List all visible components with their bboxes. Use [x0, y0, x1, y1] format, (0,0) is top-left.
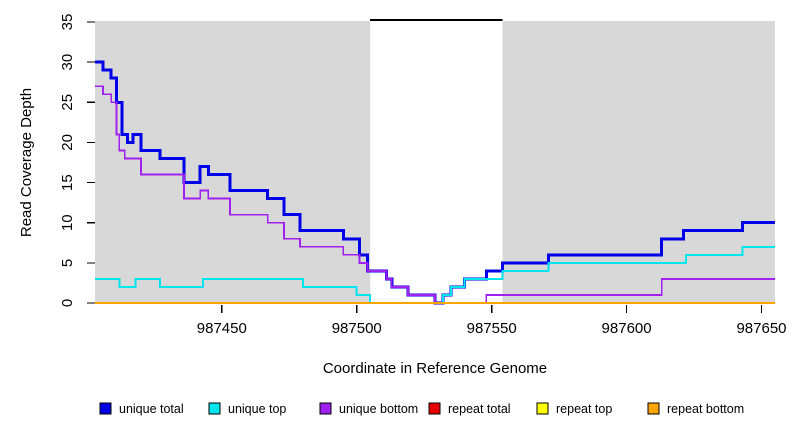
y-tick-label: 30	[59, 54, 76, 71]
legend-item: repeat total	[428, 402, 511, 416]
legend-swatch-repeat-top	[536, 402, 549, 415]
x-tick-label: 987550	[467, 320, 517, 337]
legend-label: unique total	[119, 402, 184, 416]
legend: unique total unique top unique bottom repea…	[99, 402, 744, 416]
legend-swatch-repeat-total	[428, 402, 441, 415]
mappable-regions	[95, 21, 775, 304]
legend-label: unique bottom	[339, 402, 418, 416]
y-tick-label: 35	[59, 14, 76, 31]
x-tick-label: 987500	[332, 320, 382, 337]
y-tick-label: 0	[59, 299, 76, 307]
legend-swatch-unique-total	[99, 402, 112, 415]
y-axis-title: Read Coverage Depth	[18, 88, 35, 237]
y-tick-label: 25	[59, 94, 76, 111]
series-unique-total	[95, 60, 775, 305]
mappable-region	[95, 21, 371, 304]
legend-swatch-unique-top	[208, 402, 221, 415]
legend-swatch-unique-bottom	[319, 402, 332, 415]
legend-swatch-repeat-bottom	[647, 402, 660, 415]
series-unique-bottom	[95, 85, 775, 304]
x-tick-label: 987650	[736, 320, 786, 337]
x-axis: 987450 987500 987550 987600 987650	[197, 305, 787, 337]
legend-item: unique total	[99, 402, 184, 416]
y-tick-label: 5	[59, 259, 76, 267]
legend-item: unique bottom	[319, 402, 418, 416]
legend-item: repeat bottom	[647, 402, 744, 416]
x-axis-title: Coordinate in Reference Genome	[323, 360, 547, 377]
legend-label: unique top	[228, 402, 286, 416]
legend-label: repeat bottom	[667, 402, 744, 416]
legend-item: repeat top	[536, 402, 612, 416]
x-tick-label: 987450	[197, 320, 247, 337]
y-tick-label: 20	[59, 134, 76, 151]
legend-label: repeat total	[448, 402, 511, 416]
legend-item: unique top	[208, 402, 286, 416]
y-tick-label: 15	[59, 174, 76, 191]
series-lines	[95, 60, 775, 305]
y-axis: 0 5 10 15 20 25 30 35	[59, 14, 95, 307]
y-tick-label: 10	[59, 214, 76, 231]
x-tick-label: 987600	[602, 320, 652, 337]
legend-label: repeat top	[556, 402, 612, 416]
